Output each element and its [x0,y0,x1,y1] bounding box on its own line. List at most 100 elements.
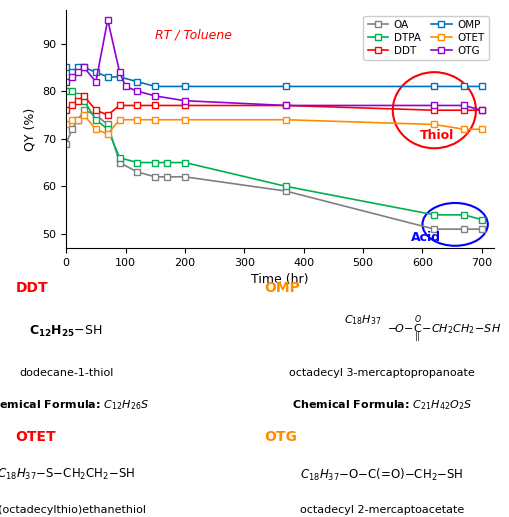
DDT [283,102,289,109]
Text: 2-(octadecylthio)ethanethiol: 2-(octadecylthio)ethanethiol [0,505,146,514]
OA [75,117,81,123]
Text: Acid: Acid [411,231,441,244]
OTET [93,126,99,132]
OTG [81,64,87,70]
OA [93,112,99,118]
Text: octadecyl 2-mercaptoacetate: octadecyl 2-mercaptoacetate [300,505,464,514]
OTG [283,102,289,109]
OA [283,188,289,194]
OTET [63,121,69,128]
OA [117,159,123,165]
OTET [461,126,467,132]
OTG [134,88,140,94]
DTPA [479,217,485,223]
DDT [134,102,140,109]
Text: RT / Toluene: RT / Toluene [155,29,232,42]
OTET [152,117,158,123]
Y-axis label: QY (%): QY (%) [24,108,37,151]
OMP [134,79,140,85]
OTG [117,69,123,75]
OMP [152,83,158,89]
Line: DDT: DDT [64,93,485,118]
OTG [123,83,129,89]
OA [431,226,437,232]
Text: OMP: OMP [265,281,300,295]
DDT [479,107,485,113]
DTPA [117,155,123,161]
DTPA [431,212,437,218]
DTPA [105,126,111,132]
OMP [75,64,81,70]
OTG [69,74,75,80]
OA [63,141,69,147]
OTET [105,131,111,137]
OTG [93,79,99,85]
OMP [63,64,69,70]
DDT [75,98,81,104]
DDT [152,102,158,109]
DDT [93,107,99,113]
Text: $\mathbf{C_{12}H_{25}}$$-$SH: $\mathbf{C_{12}H_{25}}$$-$SH [30,324,103,339]
DDT [63,107,69,113]
OTG [479,107,485,113]
OTG [152,93,158,99]
OTG [75,69,81,75]
Line: DTPA: DTPA [64,88,485,222]
OMP [81,64,87,70]
Legend: OA, DTPA, DDT, OMP, OTET, OTG: OA, DTPA, DDT, OMP, OTET, OTG [363,16,489,60]
OMP [117,74,123,80]
OTG [63,79,69,85]
OA [105,121,111,128]
OMP [283,83,289,89]
DDT [461,107,467,113]
Line: OTET: OTET [64,112,485,137]
OA [81,107,87,113]
OTET [182,117,188,123]
DTPA [63,88,69,94]
OTET [134,117,140,123]
Text: OTET: OTET [15,430,56,444]
Line: OTG: OTG [64,17,485,113]
Text: Chemical Formula: $C_{21}H_{42}O_2S$: Chemical Formula: $C_{21}H_{42}O_2S$ [292,398,472,412]
DTPA [164,159,170,165]
DTPA [283,183,289,189]
Line: OA: OA [64,108,485,232]
Text: Thiol: Thiol [419,129,454,142]
DDT [182,102,188,109]
OMP [93,69,99,75]
Text: octadecyl 3-mercaptopropanoate: octadecyl 3-mercaptopropanoate [289,368,474,378]
DTPA [134,159,140,165]
OTET [283,117,289,123]
X-axis label: Time (hr): Time (hr) [251,273,308,286]
OTET [431,121,437,128]
OTG [431,102,437,109]
OTET [117,117,123,123]
OTG [182,98,188,104]
OA [164,174,170,180]
Line: OMP: OMP [64,65,485,89]
OA [152,174,158,180]
Text: dodecane-1-thiol: dodecane-1-thiol [19,368,114,378]
OTET [75,117,81,123]
DDT [81,93,87,99]
Text: $-\!O\!-\!\overset{O}{\underset{||}{\mathrm{C}}}\!-\!CH_2CH_2\!-\!SH$: $-\!O\!-\!\overset{O}{\underset{||}{\mat… [387,313,501,345]
DTPA [461,212,467,218]
OTET [479,126,485,132]
OMP [105,74,111,80]
OTG [105,17,111,23]
OA [479,226,485,232]
DDT [431,107,437,113]
DTPA [182,159,188,165]
DDT [117,102,123,109]
OMP [431,83,437,89]
Text: $C_{18}H_{37}$$-$O$-$C(=O)$-$CH$_2$$-$SH: $C_{18}H_{37}$$-$O$-$C(=O)$-$CH$_2$$-$SH [300,467,464,483]
Text: $C_{18}H_{37}$: $C_{18}H_{37}$ [344,313,382,327]
Text: DDT: DDT [15,281,48,295]
OTG [461,102,467,109]
Text: $C_{18}H_{37}$$-$S$-$CH$_2$CH$_2$$-$SH: $C_{18}H_{37}$$-$S$-$CH$_2$CH$_2$$-$SH [0,467,135,482]
DDT [105,112,111,118]
Text: OTG: OTG [265,430,298,444]
OMP [69,69,75,75]
OMP [461,83,467,89]
OTET [69,117,75,123]
